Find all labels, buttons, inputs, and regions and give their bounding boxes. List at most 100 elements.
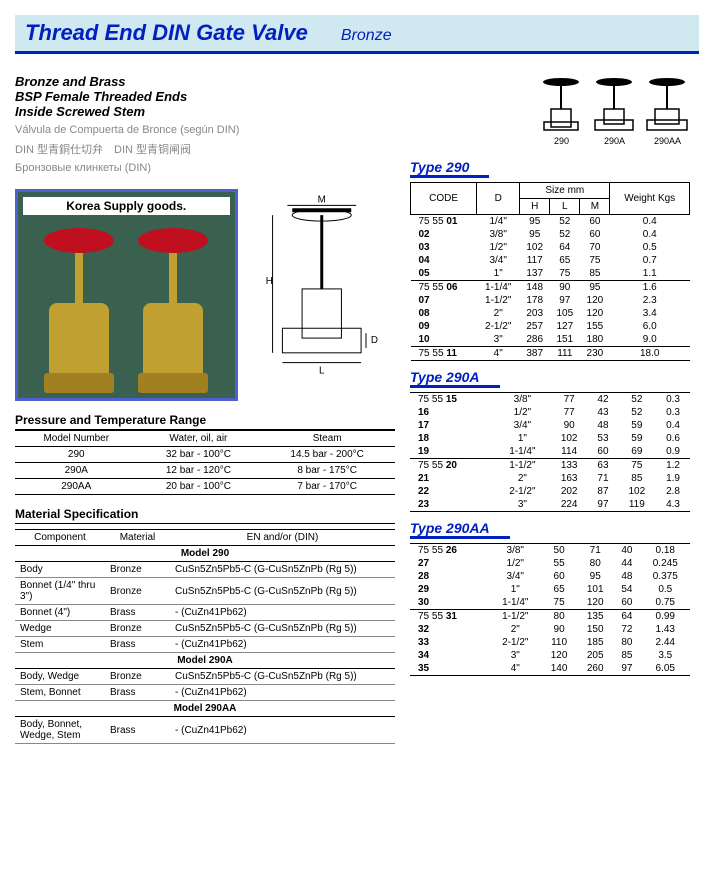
material-cell: Bronze (105, 669, 170, 685)
dim-cell: 0.5 (610, 241, 690, 254)
dim-cell: 02 (411, 228, 477, 241)
dim-cell: 1" (495, 432, 550, 445)
dim-cell: 1/4" (477, 215, 520, 229)
dim-cell: 75 55 20 (410, 459, 495, 473)
dim-cell: 119 (618, 498, 657, 512)
dim-cell: 75 (618, 459, 657, 473)
dim-header: M (580, 199, 610, 215)
dim-cell: 55 (541, 557, 577, 570)
icon-label-0: 290 (539, 136, 584, 146)
dim-header: H (520, 199, 550, 215)
dim-header: CODE (411, 183, 477, 215)
valve-icon-290a: 290A (592, 74, 637, 146)
dim-cell: 0.75 (641, 596, 690, 610)
dim-cell: 3/4" (477, 254, 520, 267)
material-cell: CuSn5Zn5Pb5-C (G-CuSn5ZnPb (Rg 5)) (170, 578, 395, 605)
pcol-2: Steam (259, 431, 395, 447)
mcol-0: Component (15, 530, 105, 546)
dim-cell: 1.43 (641, 623, 690, 636)
dim-cell: 75 55 11 (411, 347, 477, 361)
sub-title: Bronze (341, 27, 392, 44)
dim-cell: 4" (490, 662, 542, 676)
dim-cell: 85 (580, 267, 610, 281)
dim-cell: 90 (550, 419, 589, 432)
dim-cell: 35 (410, 662, 490, 676)
dimension-diagram: M H L D (248, 189, 396, 379)
dim-cell: 72 (613, 623, 640, 636)
dim-cell: 120 (541, 649, 577, 662)
dim-header: Size mm (520, 183, 610, 199)
dim-cell: 44 (613, 557, 640, 570)
icon-label-2: 290AA (645, 136, 690, 146)
material-header: Material Specification (15, 507, 395, 524)
dim-cell: 03 (411, 241, 477, 254)
dim-cell: 52 (618, 406, 657, 419)
dim-cell: 48 (613, 570, 640, 583)
dim-cell: 0.3 (656, 393, 690, 407)
dim-cell: 65 (550, 254, 580, 267)
dim-cell: 19 (410, 445, 495, 459)
type-header: Type 290 (410, 159, 489, 178)
dim-cell: 3/8" (495, 393, 550, 407)
dim-header: D (477, 183, 520, 215)
dim-cell: 1-1/4" (490, 596, 542, 610)
dim-cell: 3.4 (610, 307, 690, 320)
material-model-header: Model 290A (15, 653, 395, 669)
dim-cell: 70 (580, 241, 610, 254)
dim-cell: 80 (613, 636, 640, 649)
dim-cell: 151 (550, 333, 580, 347)
material-cell: Body, Wedge (15, 669, 105, 685)
dim-cell: 2.3 (610, 294, 690, 307)
dim-cell: 90 (541, 623, 577, 636)
valve-icons-row: 290 290A 290AA (410, 74, 690, 146)
dim-cell: 95 (520, 215, 550, 229)
desc-light-2: Бронзовые клинкеты (DIN) (15, 162, 395, 174)
dim-cell: 1" (490, 583, 542, 596)
dim-cell: 59 (618, 419, 657, 432)
material-model-header: Model 290AA (15, 701, 395, 717)
type-header: Type 290A (410, 369, 500, 388)
dim-cell: 10 (411, 333, 477, 347)
dim-cell: 203 (520, 307, 550, 320)
pcol-0: Model Number (15, 431, 138, 447)
dim-cell: 71 (588, 472, 617, 485)
dim-cell: 2-1/2" (490, 636, 542, 649)
svg-text:D: D (370, 335, 377, 346)
valve-photo-front (34, 218, 124, 393)
material-cell: CuSn5Zn5Pb5-C (G-CuSn5ZnPb (Rg 5)) (170, 562, 395, 578)
dim-cell: 75 55 31 (410, 610, 490, 624)
dim-cell: 1" (477, 267, 520, 281)
dim-cell: 102 (520, 241, 550, 254)
dim-cell: 64 (613, 610, 640, 624)
dim-cell: 42 (588, 393, 617, 407)
pressure-cell: 20 bar - 100°C (138, 479, 260, 495)
dim-cell: 114 (550, 445, 589, 459)
dim-cell: 0.18 (641, 544, 690, 558)
pressure-table: Model Number Water, oil, air Steam 29032… (15, 430, 395, 495)
dim-cell: 2.44 (641, 636, 690, 649)
type-header: Type 290AA (410, 520, 510, 539)
dim-cell: 140 (541, 662, 577, 676)
material-cell: - (CuZn41Pb62) (170, 605, 395, 621)
pressure-cell: 290AA (15, 479, 138, 495)
dim-cell: 9.0 (610, 333, 690, 347)
dim-cell: 3.5 (641, 649, 690, 662)
material-cell: Wedge (15, 621, 105, 637)
dim-cell: 4.3 (656, 498, 690, 512)
dim-cell: 0.4 (610, 215, 690, 229)
dim-cell: 3" (495, 498, 550, 512)
material-cell: Bronze (105, 621, 170, 637)
dim-cell: 52 (618, 393, 657, 407)
dim-cell: 1-1/4" (495, 445, 550, 459)
dim-cell: 0.6 (656, 432, 690, 445)
material-cell: Bronze (105, 562, 170, 578)
material-cell: Brass (105, 605, 170, 621)
dim-cell: 3/8" (490, 544, 542, 558)
dim-cell: 178 (520, 294, 550, 307)
material-cell: Brass (105, 637, 170, 653)
dim-cell: 0.4 (610, 228, 690, 241)
pressure-cell: 7 bar - 170°C (259, 479, 395, 495)
dim-cell: 102 (618, 485, 657, 498)
dim-cell: 110 (541, 636, 577, 649)
material-table: Component Material EN and/or (DIN) Model… (15, 529, 395, 744)
